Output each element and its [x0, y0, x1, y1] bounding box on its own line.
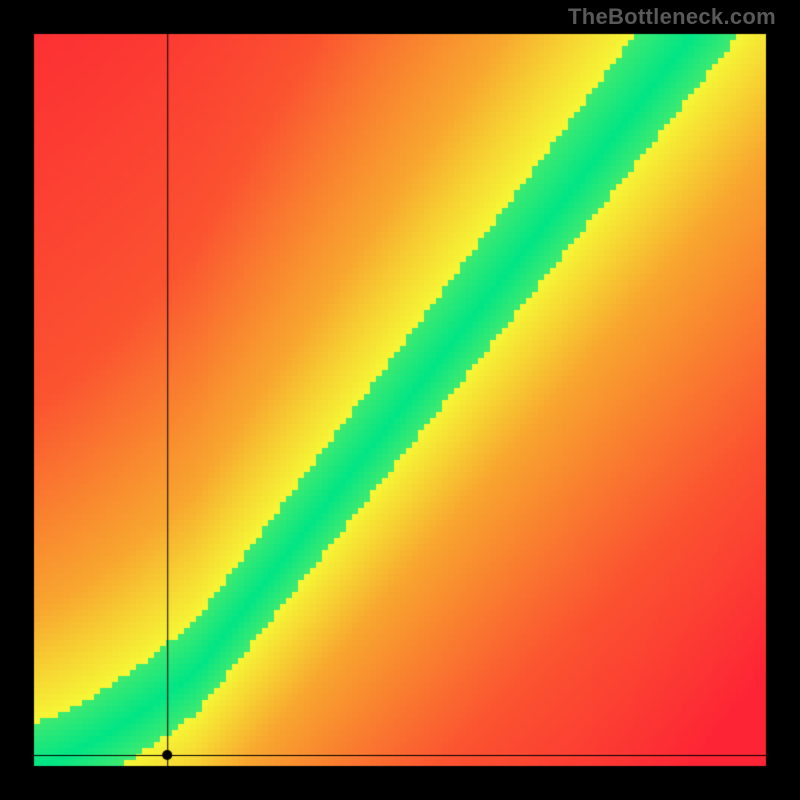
bottleneck-heatmap: [0, 0, 800, 800]
watermark-text: TheBottleneck.com: [568, 4, 776, 30]
